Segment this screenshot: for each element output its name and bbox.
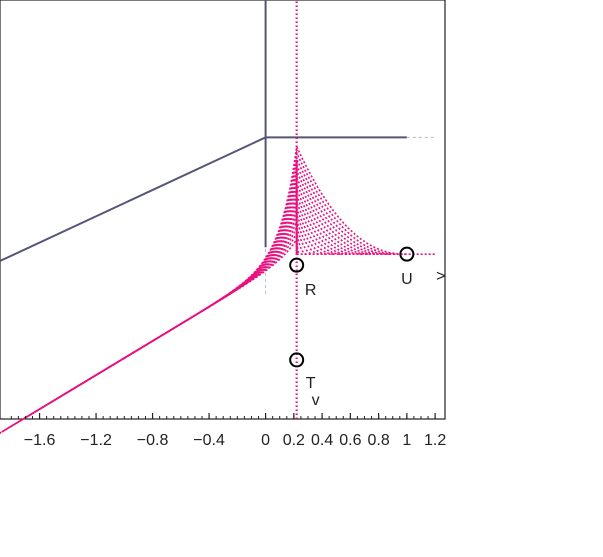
x-tick-label: 0: [261, 432, 270, 449]
boundary-group: [0, 0, 436, 294]
point-label-u: U: [401, 271, 413, 288]
curve-branch: [0, 224, 314, 434]
point-marker-t: [289, 352, 305, 368]
point-label-r: R: [305, 282, 317, 299]
x-tick-label: −0.8: [137, 432, 169, 449]
curve-branch: [16, 205, 335, 424]
x-tick-label: 1.2: [424, 432, 446, 449]
x-tick-label: −1.2: [80, 432, 112, 449]
point-marker-u: [399, 246, 415, 262]
points-group: R U T > v: [289, 246, 446, 409]
curve-branch: [0, 230, 307, 434]
curve-branch: [35, 187, 356, 413]
x-tick-label: 0.4: [311, 432, 333, 449]
x-tick-label: −0.4: [193, 432, 225, 449]
x-ticks-group: −1.6 −1.2 −0.8 −0.4 0 0.2 0.4 0.6 0.8 1 1.2: [10, 413, 446, 449]
x-tick-label: 0.6: [339, 432, 361, 449]
arrow-right-label: >: [436, 268, 445, 285]
plot-frame: [0, 0, 446, 420]
arrow-down-label: v: [312, 392, 320, 409]
x-tick-label: 0.2: [283, 432, 305, 449]
x-tick-label: −1.6: [24, 432, 56, 449]
point-marker-r: [289, 257, 305, 273]
curve-branch: [10, 212, 328, 428]
x-tick-label: 0.8: [367, 432, 389, 449]
x-tick-label: 1: [402, 432, 411, 449]
curve-group: [0, 143, 436, 434]
curve-branch: [78, 143, 406, 386]
point-label-t: T: [306, 375, 316, 392]
curve-branch: [0, 236, 300, 434]
